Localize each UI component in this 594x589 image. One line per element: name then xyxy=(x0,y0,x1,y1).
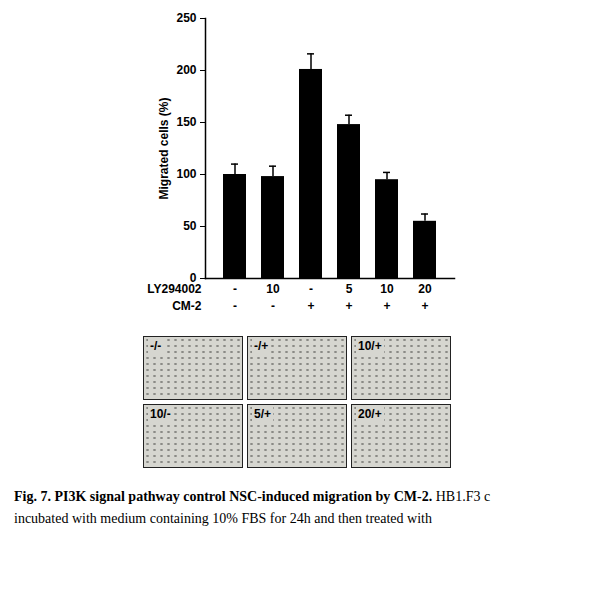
svg-text:200: 200 xyxy=(176,63,196,77)
html-text:20/+: 20/+ xyxy=(358,407,382,421)
svg-text:+: + xyxy=(421,299,428,313)
svg-text:+: + xyxy=(383,299,390,313)
svg-text:+: + xyxy=(307,299,314,313)
svg-text:10: 10 xyxy=(380,282,394,296)
svg-text:-: - xyxy=(233,282,237,296)
html-text:10/-: 10/- xyxy=(150,407,171,421)
svg-text:LY294002: LY294002 xyxy=(147,282,202,296)
svg-text:-: - xyxy=(271,299,275,313)
svg-text:CM-2: CM-2 xyxy=(172,299,202,313)
svg-text:20: 20 xyxy=(418,282,432,296)
svg-text:250: 250 xyxy=(176,11,196,25)
svg-text:-: - xyxy=(233,299,237,313)
svg-text:5: 5 xyxy=(346,282,353,296)
svg-text:100: 100 xyxy=(176,167,196,181)
html-text:Fig. 7. PI3K signal pathway co: Fig. 7. PI3K signal pathway control NSC-… xyxy=(14,489,491,504)
svg-text:10: 10 xyxy=(266,282,280,296)
svg-text:Migrated cells (%): Migrated cells (%) xyxy=(157,97,171,199)
html-text:10/+: 10/+ xyxy=(358,339,382,353)
svg-text:0: 0 xyxy=(189,271,197,286)
html-text:5/+: 5/+ xyxy=(254,407,271,421)
svg-text:-: - xyxy=(309,282,313,296)
html-text:incubated with medium containi: incubated with medium containing 10% FBS… xyxy=(14,511,432,527)
svg-text:150: 150 xyxy=(176,115,196,129)
svg-text:50: 50 xyxy=(183,219,197,233)
svg-text:+: + xyxy=(345,299,352,313)
